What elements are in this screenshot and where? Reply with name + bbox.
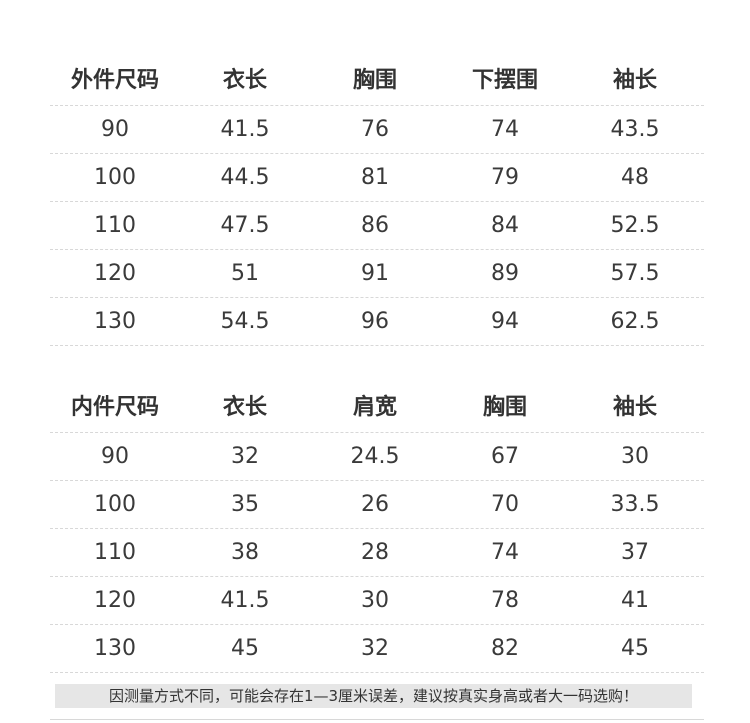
table-cell: 43.5 <box>610 117 660 142</box>
table-row: 100 35 26 70 33.5 <box>50 481 704 529</box>
table-cell: 62.5 <box>610 309 660 334</box>
table-cell: 78 <box>491 588 519 613</box>
column-header: 胸围 <box>352 67 397 93</box>
divider <box>50 719 704 720</box>
table-cell: 37 <box>621 540 649 565</box>
table-cell: 52.5 <box>610 213 660 238</box>
table-row: 130 54.5 96 94 62.5 <box>50 298 704 346</box>
table-cell: 32 <box>361 636 389 661</box>
column-header: 衣长 <box>222 67 267 93</box>
table-cell: 41.5 <box>220 117 270 142</box>
table-cell: 57.5 <box>610 261 660 286</box>
table-cell: 120 <box>94 588 136 613</box>
table-row: 90 32 24.5 67 30 <box>50 433 704 481</box>
table-cell: 32 <box>231 444 259 469</box>
table-row: 130 45 32 82 45 <box>50 625 704 673</box>
table-row: 100 44.5 81 79 48 <box>50 154 704 202</box>
column-header: 胸围 <box>482 394 527 420</box>
column-header: 下摆围 <box>471 67 538 93</box>
table-cell: 24.5 <box>350 444 400 469</box>
table-cell: 81 <box>361 165 389 190</box>
table-cell: 47.5 <box>220 213 270 238</box>
measurement-note: 因测量方式不同，可能会存在1—3厘米误差，建议按真实身高或者大一码选购！ <box>55 684 692 708</box>
table-cell: 76 <box>361 117 389 142</box>
table-cell: 89 <box>491 261 519 286</box>
table-cell: 30 <box>361 588 389 613</box>
column-header: 肩宽 <box>352 394 397 420</box>
table-cell: 82 <box>491 636 519 661</box>
table-cell: 74 <box>491 540 519 565</box>
column-header: 袖长 <box>612 67 657 93</box>
table-cell: 130 <box>94 309 136 334</box>
table-cell: 38 <box>231 540 259 565</box>
column-header: 袖长 <box>612 394 657 420</box>
table-cell: 41 <box>621 588 649 613</box>
table-cell: 67 <box>491 444 519 469</box>
table-cell: 28 <box>361 540 389 565</box>
table-cell: 100 <box>94 165 136 190</box>
table-cell: 130 <box>94 636 136 661</box>
table-cell: 44.5 <box>220 165 270 190</box>
table-cell: 70 <box>491 492 519 517</box>
table-row: 110 38 28 74 37 <box>50 529 704 577</box>
table-header-row: 外件尺码 衣长 胸围 下摆围 袖长 <box>50 50 704 106</box>
table-cell: 41.5 <box>220 588 270 613</box>
column-header: 外件尺码 <box>70 67 159 93</box>
table-cell: 110 <box>94 540 136 565</box>
table-cell: 86 <box>361 213 389 238</box>
inner-size-table: 内件尺码 衣长 肩宽 胸围 袖长 90 32 24.5 67 30 100 35 26 70 33.5 110… <box>50 377 704 673</box>
table-cell: 90 <box>101 117 129 142</box>
table-cell: 120 <box>94 261 136 286</box>
table-cell: 45 <box>621 636 649 661</box>
table-cell: 48 <box>621 165 649 190</box>
table-cell: 33.5 <box>610 492 660 517</box>
table-row: 110 47.5 86 84 52.5 <box>50 202 704 250</box>
table-cell: 84 <box>491 213 519 238</box>
table-cell: 110 <box>94 213 136 238</box>
table-cell: 26 <box>361 492 389 517</box>
table-cell: 96 <box>361 309 389 334</box>
table-row: 120 41.5 30 78 41 <box>50 577 704 625</box>
table-row: 90 41.5 76 74 43.5 <box>50 106 704 154</box>
table-cell: 90 <box>101 444 129 469</box>
table-row: 120 51 91 89 57.5 <box>50 250 704 298</box>
table-cell: 91 <box>361 261 389 286</box>
outer-size-table: 外件尺码 衣长 胸围 下摆围 袖长 90 41.5 76 74 43.5 100 44.5 81 79 48… <box>50 50 704 346</box>
table-cell: 79 <box>491 165 519 190</box>
table-cell: 94 <box>491 309 519 334</box>
column-header: 衣长 <box>222 394 267 420</box>
column-header: 内件尺码 <box>70 394 159 420</box>
table-cell: 51 <box>231 261 259 286</box>
table-cell: 45 <box>231 636 259 661</box>
table-cell: 100 <box>94 492 136 517</box>
table-header-row: 内件尺码 衣长 肩宽 胸围 袖长 <box>50 377 704 433</box>
table-cell: 54.5 <box>220 309 270 334</box>
table-cell: 35 <box>231 492 259 517</box>
table-cell: 30 <box>621 444 649 469</box>
table-cell: 74 <box>491 117 519 142</box>
